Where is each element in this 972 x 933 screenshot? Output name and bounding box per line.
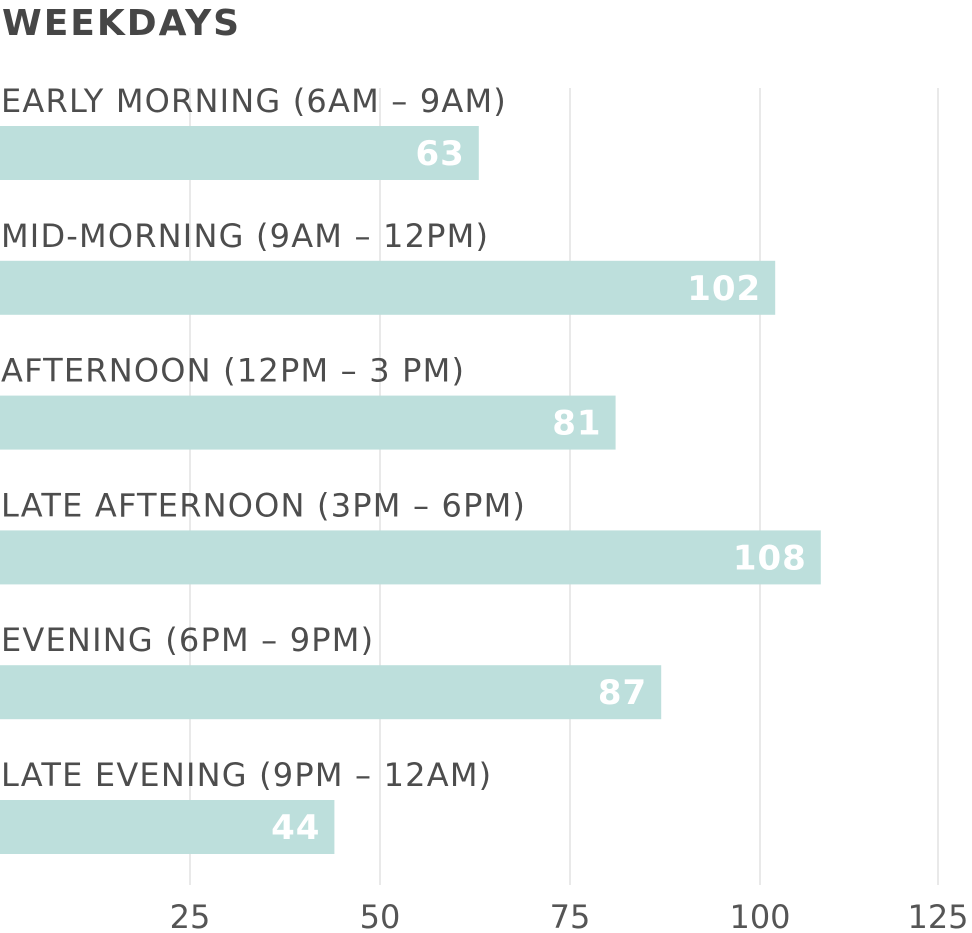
category-label: EVENING (6PM – 9PM) [1, 621, 374, 659]
bar-value-label: 87 [598, 673, 647, 713]
bar [0, 665, 662, 720]
bar [0, 126, 479, 180]
gridlines [189, 88, 939, 885]
bar-value-label: 63 [415, 134, 464, 174]
category-label: LATE AFTERNOON (3PM – 6PM) [1, 486, 526, 524]
bar-value-label: 44 [271, 808, 320, 848]
bar [0, 395, 616, 450]
bar [0, 260, 776, 315]
bar [0, 800, 335, 854]
x-tick-label: 100 [729, 898, 790, 933]
category-label: MID-MORNING (9AM – 12PM) [1, 217, 489, 255]
bar-value-label: 102 [687, 269, 761, 309]
bar-value-label: 81 [552, 404, 601, 444]
category-label: EARLY MORNING (6AM – 9AM) [1, 82, 507, 120]
bar-value-label: 108 [733, 538, 807, 578]
bar [0, 530, 821, 585]
category-label: AFTERNOON (12PM – 3 PM) [1, 352, 465, 390]
x-tick-label: 75 [550, 898, 591, 933]
chart-title: WEEKDAYS [2, 3, 242, 44]
x-tick-label: 125 [907, 898, 968, 933]
category-label: LATE EVENING (9PM – 12AM) [1, 756, 492, 794]
x-tick-label: 50 [360, 898, 401, 933]
x-tick-label: 25 [170, 898, 211, 933]
